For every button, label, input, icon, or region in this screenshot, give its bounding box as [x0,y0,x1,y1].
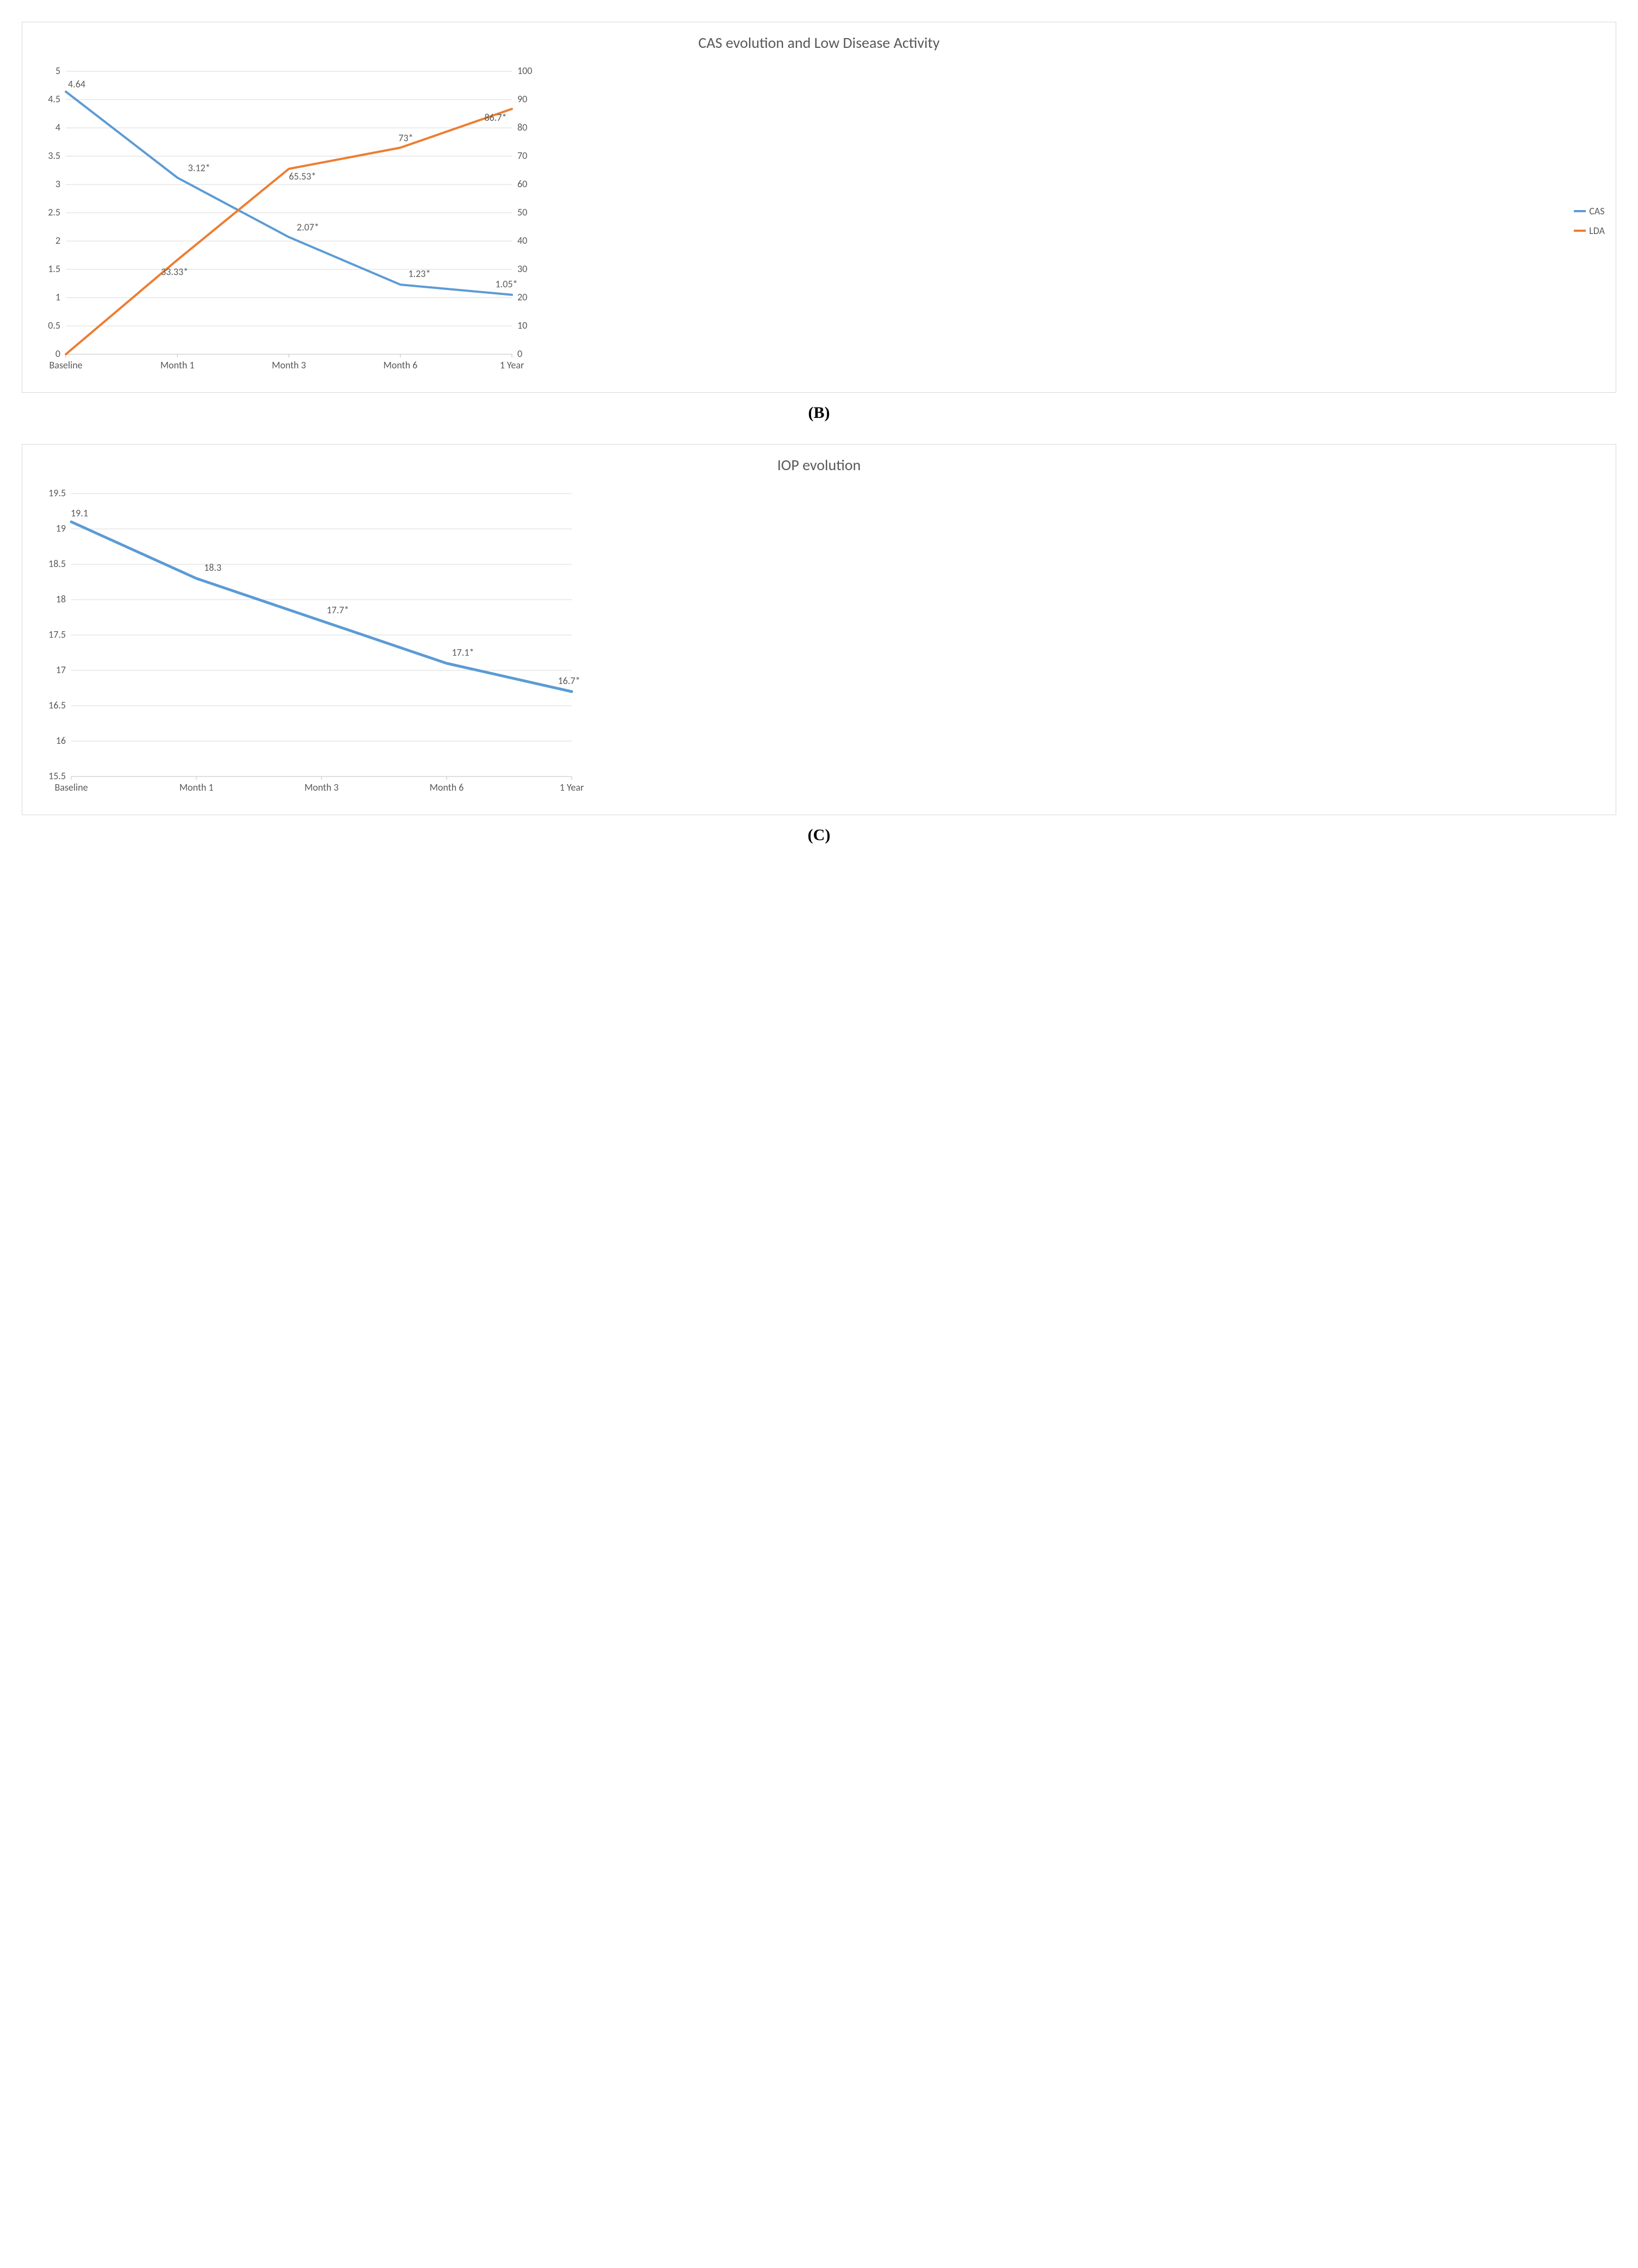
svg-text:73*: 73* [398,132,413,144]
svg-text:Month 3: Month 3 [272,359,306,371]
chart-b-container: CAS evolution and Low Disease Activity 0… [22,22,1616,393]
svg-text:1.5: 1.5 [48,263,60,275]
svg-text:3: 3 [55,178,60,190]
svg-text:Baseline: Baseline [49,359,82,371]
svg-text:10: 10 [517,319,527,331]
svg-text:2.5: 2.5 [48,206,60,218]
svg-text:17.1*: 17.1* [452,646,474,658]
svg-text:Baseline: Baseline [54,781,88,793]
svg-text:86.7*: 86.7* [485,112,507,124]
svg-text:17.7*: 17.7* [327,604,349,616]
svg-text:5: 5 [55,65,60,77]
svg-text:30: 30 [517,263,527,275]
chart-b-plot-wrap: 00.511.522.533.544.550102030405060708090… [33,60,1563,381]
svg-text:17.5: 17.5 [48,628,66,640]
svg-text:2: 2 [55,235,60,246]
svg-text:17: 17 [56,664,66,676]
svg-text:16: 16 [56,735,66,747]
svg-text:40: 40 [517,235,527,246]
svg-text:0: 0 [517,348,522,360]
svg-text:Month 1: Month 1 [180,781,214,793]
svg-text:19: 19 [56,522,66,534]
chart-c-container: IOP evolution 15.5 16 16.5 17 17.5 18 18.5 19 19… [22,444,1616,815]
svg-text:Month 6: Month 6 [430,781,464,793]
svg-text:1.05*: 1.05* [496,278,518,290]
legend-label: LDA [1589,225,1605,237]
svg-text:19.5: 19.5 [48,487,66,499]
svg-text:4.5: 4.5 [48,93,60,105]
svg-text:15.5: 15.5 [48,770,66,782]
svg-text:4: 4 [55,121,60,133]
chart-b-legend: CAS LDA [1563,60,1605,381]
chart-b-body: 00.511.522.533.544.550102030405060708090… [33,60,1605,381]
panel-c-label: (C) [22,826,1616,845]
svg-text:Month 1: Month 1 [160,359,195,371]
chart-b-svg: 00.511.522.533.544.550102030405060708090… [33,60,545,381]
svg-text:Month 3: Month 3 [305,781,339,793]
svg-text:80: 80 [517,121,527,133]
svg-text:4.64: 4.64 [68,78,85,90]
svg-text:1 Year: 1 Year [560,781,584,793]
legend-swatch [1574,210,1586,212]
svg-text:Month 6: Month 6 [384,359,418,371]
svg-text:33.33*: 33.33* [161,266,188,278]
svg-text:16.7*: 16.7* [558,675,580,687]
svg-text:2.07*: 2.07* [297,221,319,233]
legend-label: CAS [1589,205,1604,217]
svg-text:90: 90 [517,93,527,105]
svg-text:3.5: 3.5 [48,150,60,162]
chart-c-plot-wrap: 15.5 16 16.5 17 17.5 18 18.5 19 19.5 Baseline Mont… [33,483,1605,804]
svg-text:1: 1 [55,291,60,303]
svg-text:19.1: 19.1 [71,507,88,519]
svg-text:20: 20 [517,291,527,303]
svg-text:18: 18 [56,593,66,605]
svg-text:18.3: 18.3 [204,562,221,574]
legend-item: CAS [1574,205,1605,217]
svg-text:50: 50 [517,206,527,218]
svg-text:70: 70 [517,150,527,162]
svg-text:1.23*: 1.23* [409,268,431,280]
legend-swatch [1574,230,1586,232]
chart-b-title: CAS evolution and Low Disease Activity [33,33,1605,52]
svg-text:18.5: 18.5 [48,558,66,570]
legend-item: LDA [1574,225,1605,237]
panel-b-label: (B) [22,404,1616,422]
svg-text:16.5: 16.5 [48,699,66,711]
svg-text:65.53*: 65.53* [289,170,316,182]
chart-c-title: IOP evolution [33,455,1605,474]
chart-c-svg: 15.5 16 16.5 17 17.5 18 18.5 19 19.5 Baseline Mont… [33,483,594,804]
svg-text:3.12*: 3.12* [188,162,211,174]
svg-text:1 Year: 1 Year [500,359,524,371]
chart-c-body: 15.5 16 16.5 17 17.5 18 18.5 19 19.5 Baseline Mont… [33,483,1605,804]
svg-text:0.5: 0.5 [48,319,60,331]
svg-text:0: 0 [55,348,60,360]
svg-text:60: 60 [517,178,527,190]
svg-text:100: 100 [517,65,532,77]
